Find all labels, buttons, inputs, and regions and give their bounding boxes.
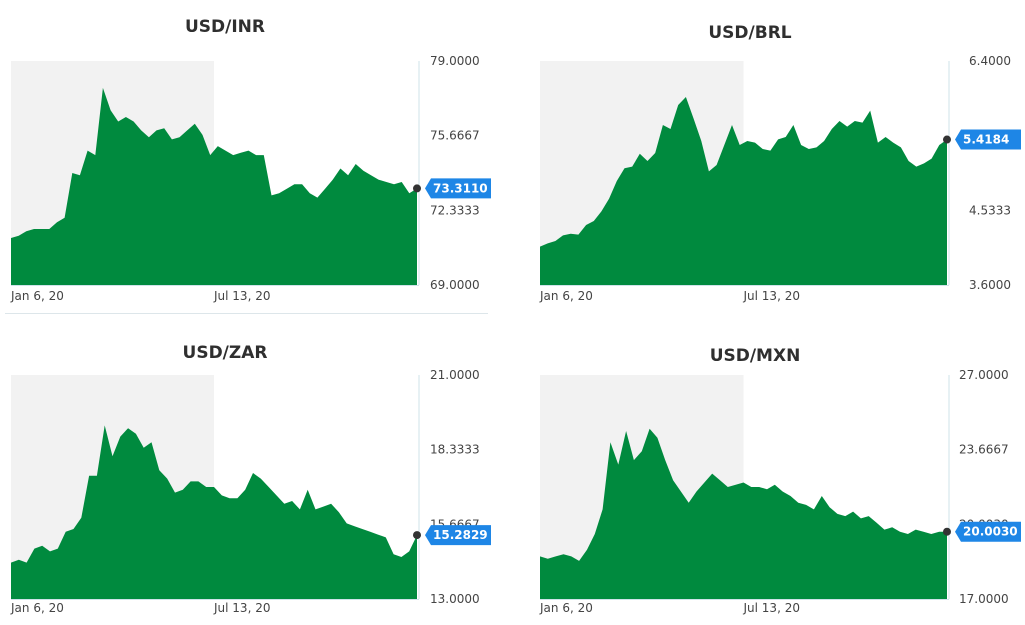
x-tick-label: Jul 13, 20 xyxy=(213,289,270,303)
chart-title-usd-inr: USD/INR xyxy=(184,17,265,37)
last-value-tag xyxy=(425,525,491,546)
y-tick-label: 21.0000 xyxy=(430,368,480,382)
last-value-dot xyxy=(413,531,421,540)
x-tick-label: Jan 6, 20 xyxy=(539,289,593,303)
y-tick-label: 75.6667 xyxy=(430,129,480,143)
y-tick-label: 18.3333 xyxy=(430,443,480,457)
last-value-label: 5.4184 xyxy=(963,133,1009,147)
y-tick-label: 4.5333 xyxy=(969,203,1011,217)
last-value-tag xyxy=(955,129,1021,150)
y-tick-label: 17.0000 xyxy=(959,592,1009,606)
section-divider xyxy=(5,313,488,314)
y-tick-label: 27.0000 xyxy=(959,368,1009,382)
last-value-tag xyxy=(955,521,1021,542)
y-tick-label: 13.0000 xyxy=(430,592,480,606)
x-tick-label: Jan 6, 20 xyxy=(10,289,64,303)
y-tick-label: 3.6000 xyxy=(969,278,1011,292)
last-value-tag xyxy=(425,178,491,199)
area-series xyxy=(540,97,947,285)
area-series xyxy=(11,87,417,286)
x-tick-label: Jan 6, 20 xyxy=(539,601,593,615)
x-tick-label: Jul 13, 20 xyxy=(743,289,800,303)
last-value-dot xyxy=(943,135,951,144)
area-series xyxy=(11,425,417,599)
chart-title-usd-brl: USD/BRL xyxy=(708,23,792,43)
last-value-label: 15.2829 xyxy=(433,528,488,542)
y-tick-label: 6.4000 xyxy=(969,54,1011,68)
chart-title-usd-mxn: USD/MXN xyxy=(709,346,801,366)
last-value-label: 73.3110 xyxy=(433,181,488,195)
last-value-dot xyxy=(413,184,421,193)
y-tick-label: 72.3333 xyxy=(430,203,480,217)
chart-title-usd-zar: USD/ZAR xyxy=(182,343,268,363)
y-tick-label: 79.0000 xyxy=(430,54,480,68)
last-value-label: 20.0030 xyxy=(963,525,1018,539)
x-tick-label: Jan 6, 20 xyxy=(10,601,64,615)
x-tick-label: Jul 13, 20 xyxy=(213,601,270,615)
y-tick-label: 69.0000 xyxy=(430,278,480,292)
x-tick-label: Jul 13, 20 xyxy=(743,601,800,615)
last-value-dot xyxy=(943,527,951,536)
area-series xyxy=(540,428,947,599)
y-tick-label: 23.6667 xyxy=(959,443,1009,457)
